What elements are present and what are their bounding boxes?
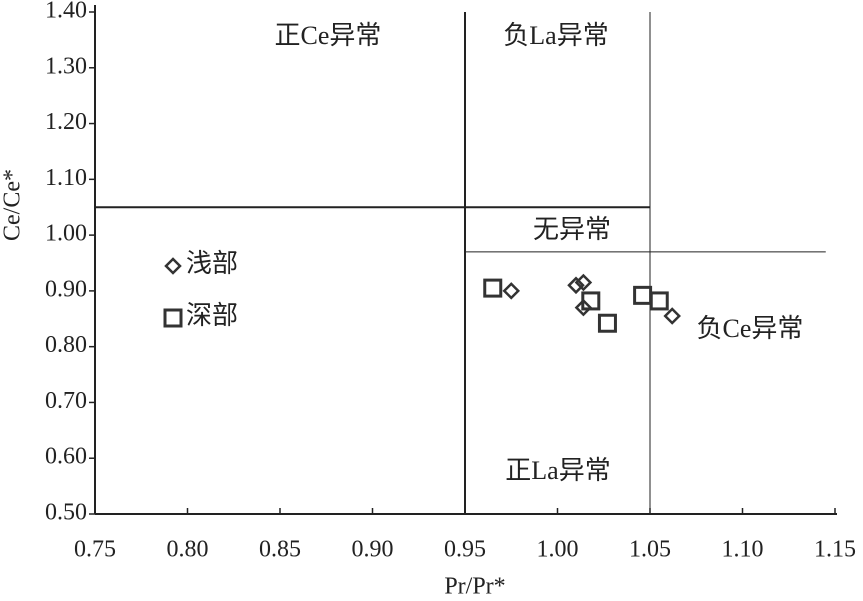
y-tick-label: 1.40 bbox=[45, 0, 87, 24]
diamond-marker bbox=[567, 276, 585, 295]
region-label: 负Ce异常 bbox=[697, 314, 804, 343]
diamond-marker bbox=[663, 307, 681, 325]
region-label: 无异常 bbox=[533, 215, 611, 244]
y-tick-label: 1.30 bbox=[45, 53, 87, 79]
legend-label: 浅部 bbox=[186, 249, 238, 278]
y-tick-label: 0.80 bbox=[45, 332, 87, 358]
x-tick-label: 0.75 bbox=[74, 537, 116, 563]
legend-label: 深部 bbox=[186, 301, 238, 330]
diamond-marker bbox=[502, 282, 521, 300]
diamond-marker bbox=[574, 298, 593, 317]
y-tick-label: 1.00 bbox=[45, 221, 87, 247]
legend-marker bbox=[163, 308, 183, 328]
x-tick-label: 0.80 bbox=[167, 537, 209, 563]
x-tick-label: 0.90 bbox=[352, 537, 394, 563]
x-tick-label: 1.05 bbox=[629, 537, 671, 563]
square-marker bbox=[649, 291, 669, 311]
square-marker bbox=[633, 285, 653, 305]
y-tick-label: 1.20 bbox=[45, 109, 87, 135]
square-marker bbox=[483, 278, 503, 298]
region-label: 负La异常 bbox=[503, 21, 608, 50]
x-axis-title: Pr/Pr* bbox=[444, 574, 505, 600]
square-marker bbox=[581, 291, 601, 311]
x-tick-label: 0.85 bbox=[259, 537, 301, 563]
legend-marker bbox=[164, 257, 182, 275]
x-tick-label: 0.95 bbox=[444, 537, 486, 563]
x-tick-label: 1.15 bbox=[814, 537, 856, 563]
region-label: 正Ce异常 bbox=[275, 21, 382, 50]
y-tick-label: 0.50 bbox=[45, 500, 87, 526]
square-marker bbox=[597, 313, 617, 333]
y-tick-label: 0.60 bbox=[45, 444, 87, 470]
x-tick-label: 1.00 bbox=[537, 537, 579, 563]
region-label: 正La异常 bbox=[505, 456, 610, 485]
y-axis-title: Ce/Ce* bbox=[0, 169, 26, 241]
x-tick-label: 1.10 bbox=[722, 537, 764, 563]
y-tick-label: 0.70 bbox=[45, 388, 87, 414]
y-tick-label: 0.90 bbox=[45, 276, 87, 302]
diamond-marker bbox=[574, 273, 593, 292]
y-tick-label: 1.10 bbox=[45, 165, 87, 191]
